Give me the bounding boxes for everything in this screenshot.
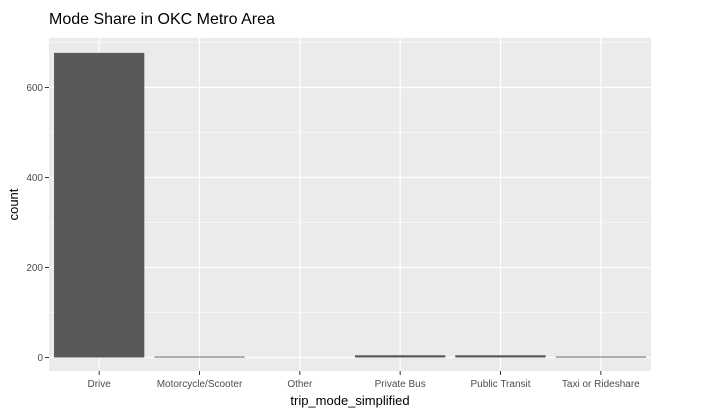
y-tick-label: 400 <box>26 173 43 184</box>
y-axis-title: count <box>6 188 21 220</box>
bar-private-bus <box>355 355 446 358</box>
bar-taxi-or-rideshare <box>555 356 646 358</box>
bars <box>54 52 646 358</box>
y-tick-label: 200 <box>26 263 43 274</box>
x-tick-label: Drive <box>87 379 111 390</box>
x-axis: Drive Motorcycle/Scooter Other Private Bus P… <box>87 371 640 390</box>
minor-gridlines <box>49 42 651 313</box>
plot-panel <box>49 38 651 371</box>
chart-title: Mode Share in OKC Metro Area <box>49 11 275 28</box>
bar-motorcycle-scooter <box>154 356 245 358</box>
y-axis: 0 200 400 600 <box>26 83 49 364</box>
y-tick-label: 0 <box>37 353 43 364</box>
x-tick-label: Motorcycle/Scooter <box>157 379 243 390</box>
x-axis-title: trip_mode_simplified <box>290 393 409 408</box>
x-tick-label: Private Bus <box>375 379 426 390</box>
bar-public-transit <box>455 355 546 358</box>
y-tick-label: 600 <box>26 83 43 94</box>
x-tick-label: Public Transit <box>470 379 530 390</box>
bar-drive <box>54 52 145 358</box>
x-tick-label: Other <box>287 379 313 390</box>
x-tick-label: Taxi or Rideshare <box>562 379 640 390</box>
